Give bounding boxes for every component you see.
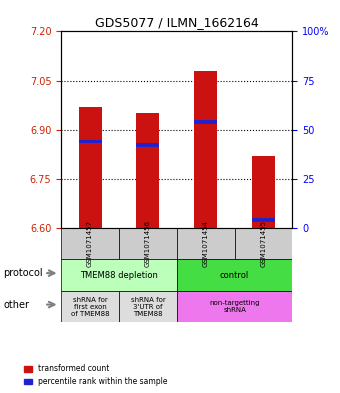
FancyBboxPatch shape (177, 259, 292, 291)
Text: shRNA for
first exon
of TMEM88: shRNA for first exon of TMEM88 (71, 297, 109, 316)
FancyBboxPatch shape (119, 291, 177, 322)
Bar (252, 218, 275, 222)
Bar (252, 156, 275, 228)
Bar (136, 143, 159, 147)
FancyBboxPatch shape (177, 228, 235, 259)
Text: other: other (3, 299, 29, 310)
Text: control: control (220, 271, 249, 279)
Bar (79, 140, 102, 143)
Bar (136, 113, 159, 228)
Text: protocol: protocol (3, 268, 43, 278)
FancyBboxPatch shape (235, 228, 292, 259)
Text: GSM1071457: GSM1071457 (87, 220, 93, 267)
Title: GDS5077 / ILMN_1662164: GDS5077 / ILMN_1662164 (95, 16, 259, 29)
Text: shRNA for
3'UTR of
TMEM88: shRNA for 3'UTR of TMEM88 (131, 297, 165, 316)
FancyBboxPatch shape (61, 259, 177, 291)
Text: GSM1071456: GSM1071456 (145, 220, 151, 267)
FancyBboxPatch shape (61, 228, 119, 259)
Bar (194, 120, 217, 124)
Text: GSM1071455: GSM1071455 (260, 220, 267, 267)
Bar (194, 71, 217, 228)
FancyBboxPatch shape (177, 291, 292, 322)
Text: GSM1071454: GSM1071454 (203, 220, 209, 267)
Legend: transformed count, percentile rank within the sample: transformed count, percentile rank withi… (21, 361, 170, 389)
Text: TMEM88 depletion: TMEM88 depletion (80, 271, 158, 279)
Text: non-targetting
shRNA: non-targetting shRNA (209, 300, 260, 313)
Bar (79, 107, 102, 228)
FancyBboxPatch shape (119, 228, 177, 259)
FancyBboxPatch shape (61, 291, 119, 322)
